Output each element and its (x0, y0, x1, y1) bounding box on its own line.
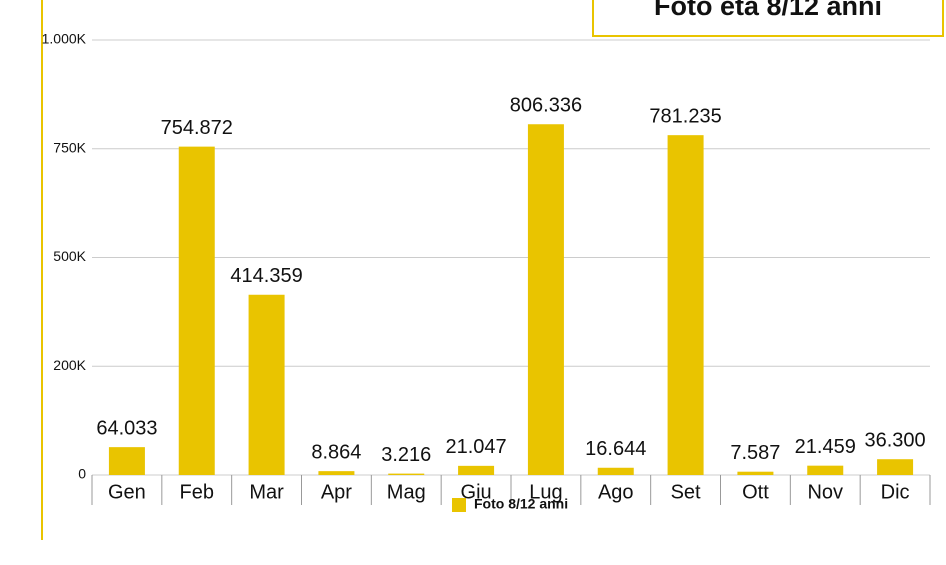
x-tick-label: Feb (180, 481, 214, 503)
data-label: 16.644 (585, 438, 646, 460)
data-label: 8.864 (311, 441, 361, 463)
data-label: 414.359 (230, 265, 302, 287)
data-label: 754.872 (161, 117, 233, 139)
bar (737, 471, 774, 475)
bar (527, 124, 564, 476)
data-label: 3.216 (381, 444, 431, 466)
bar (458, 465, 495, 475)
x-tick-label: Apr (321, 481, 352, 503)
y-tick-label: 750K (53, 139, 86, 155)
data-label: 21.459 (795, 436, 856, 458)
x-tick-label: Mag (387, 481, 426, 503)
bar (667, 135, 704, 475)
bar (877, 459, 914, 475)
chart-title: Foto età 8/12 anni (654, 0, 882, 21)
x-tick-label: Ott (742, 481, 769, 503)
x-tick-label: Set (671, 481, 701, 503)
title-box (592, 0, 944, 37)
bar (178, 146, 215, 475)
y-tick-label: 200K (53, 357, 86, 373)
y-tick-label: 0 (78, 466, 86, 482)
bar (807, 465, 844, 475)
x-tick-label: Gen (108, 481, 146, 503)
data-label: 64.033 (96, 417, 157, 439)
bar (108, 447, 145, 475)
data-label: 7.587 (730, 442, 780, 464)
data-label: 21.047 (445, 436, 506, 458)
x-tick-label: Ago (598, 481, 634, 503)
y-tick-label: 500K (53, 248, 86, 264)
y-tick-label: 1.000K (42, 31, 87, 47)
data-label: 806.336 (510, 95, 582, 117)
data-label: 781.235 (649, 105, 721, 127)
data-label: 36.300 (864, 429, 925, 451)
x-tick-label: Mar (249, 481, 284, 503)
bar (388, 473, 425, 475)
bar (318, 471, 355, 475)
x-tick-label: Lug (529, 481, 562, 503)
x-tick-label: Dic (881, 481, 910, 503)
legend-label: Foto 8/12 anni (474, 496, 568, 512)
x-tick-label: Giu (461, 481, 492, 503)
x-tick-label: Nov (807, 481, 843, 503)
legend-swatch (452, 498, 466, 512)
bar (597, 467, 634, 475)
bar (248, 294, 285, 475)
